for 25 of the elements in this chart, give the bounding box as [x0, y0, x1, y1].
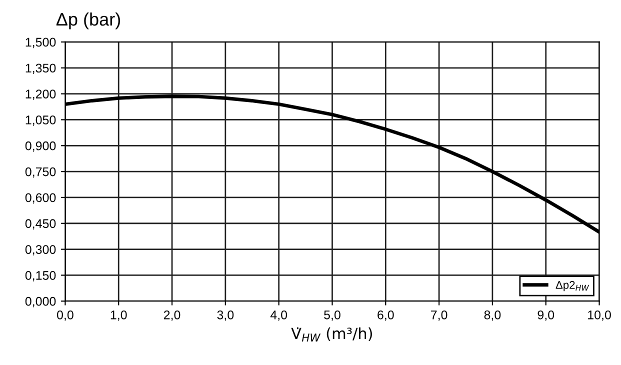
y-tick-label: 0,900: [25, 141, 56, 152]
x-tick-label: 4,0: [270, 310, 288, 321]
y-tick-label: 1,350: [26, 64, 56, 74]
x-tick-label: 1,0: [110, 310, 127, 321]
legend-label: Δp2$_{HW}$: [556, 281, 590, 292]
x-tick-label: 0,0: [57, 310, 74, 321]
y-tick-label: 1,200: [26, 90, 56, 100]
x-tick-label: 2,0: [164, 310, 180, 321]
y-tick-label: 0,000: [25, 296, 56, 308]
x-tick-label: 8,0: [484, 310, 501, 321]
y-tick-label: 1,500: [26, 38, 56, 48]
x-tick-label: 7,0: [431, 310, 448, 321]
x-tick-label: 5,0: [324, 310, 340, 321]
y-tick-label: 1,050: [26, 116, 56, 126]
x-tick-label: 10,0: [588, 310, 611, 321]
y-tick-label: 0,300: [25, 245, 56, 256]
y-tick-label: 0,450: [25, 219, 56, 230]
y-axis-title: Δp (bar): [56, 12, 120, 30]
y-tick-label: 0,600: [25, 193, 56, 204]
x-tick-label: 9,0: [538, 310, 554, 321]
y-tick-label: 0,150: [25, 271, 56, 282]
y-tick-label: 0,750: [25, 167, 56, 178]
x-tick-label: 3,0: [217, 310, 234, 321]
x-axis-title: V̇$_{HW}$ (m³/h): [291, 327, 372, 342]
x-tick-label: 6,0: [378, 310, 394, 321]
